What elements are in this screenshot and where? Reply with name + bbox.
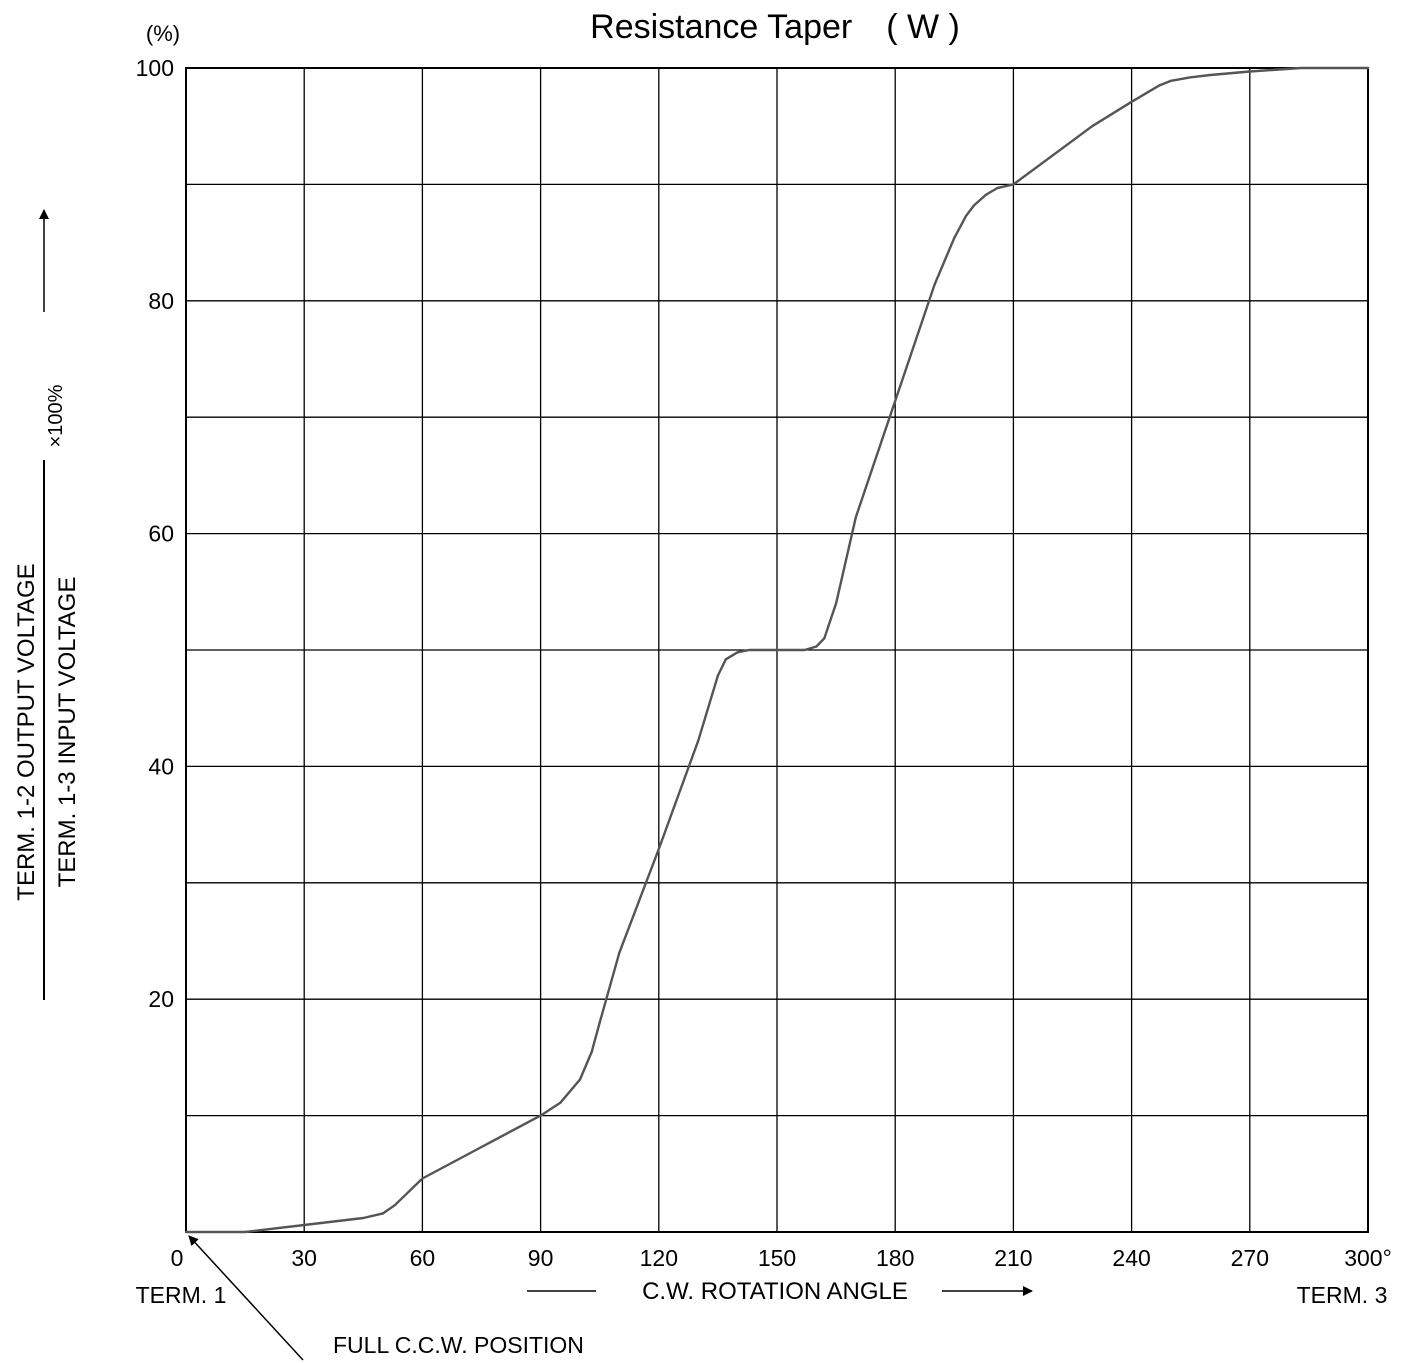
data-point [815, 645, 818, 648]
x-tick-label: 30 [291, 1245, 317, 1271]
y-tick-label: 40 [148, 753, 174, 779]
data-point [854, 516, 857, 519]
full-ccw-pointer [188, 1235, 304, 1361]
data-point [972, 204, 976, 207]
data-point [984, 193, 987, 196]
data-point [823, 637, 826, 640]
data-point [1130, 100, 1133, 103]
data-point [736, 651, 739, 654]
data-point [303, 1223, 306, 1227]
data-point [1158, 84, 1161, 87]
data-point [953, 236, 956, 240]
x-tick-label: 270 [1231, 1245, 1269, 1271]
x-tick-label: 120 [640, 1245, 678, 1271]
data-point [590, 1050, 593, 1053]
data-point [381, 1212, 385, 1215]
data-point [1012, 183, 1015, 186]
data-point [421, 1177, 424, 1180]
data-point [1366, 66, 1370, 70]
data-point [480, 1145, 483, 1149]
chart-title: Resistance Taper ( W ) [590, 8, 960, 46]
series-line [184, 66, 1370, 1234]
data-point [748, 648, 751, 652]
x-tick-label: 90 [528, 1245, 554, 1271]
data-point [578, 1078, 582, 1081]
data-point [775, 648, 779, 652]
series-layer [184, 66, 1370, 1234]
term1-label: TERM. 1 [136, 1282, 227, 1308]
data-point [996, 186, 999, 189]
data-point [539, 1114, 542, 1117]
full-ccw-label: FULL C.C.W. POSITION [333, 1332, 584, 1358]
data-point [835, 602, 838, 605]
data-point [1051, 154, 1054, 157]
y-tick-label: 100 [136, 55, 174, 81]
y-tick-label: 60 [148, 521, 174, 547]
x-tick-label: 60 [410, 1245, 436, 1271]
x-tick-label: 210 [994, 1245, 1032, 1271]
data-point [724, 658, 727, 661]
data-point [716, 674, 720, 677]
y-unit-label: (%) [146, 21, 180, 46]
data-point [657, 847, 660, 851]
data-point [362, 1216, 365, 1220]
data-point [1248, 70, 1251, 73]
x-tick-labels: 0 30 60 90 120 150 180 210 240 270 300° [171, 1245, 1392, 1271]
data-point [1091, 125, 1094, 128]
data-point [184, 1230, 188, 1234]
y-axis-multiplier: ×100% [45, 384, 67, 447]
y-axis-label-numerator: TERM. 1-2 OUTPUT VOLTAGE [13, 563, 40, 900]
data-point [697, 739, 700, 742]
plot-frame [185, 67, 1369, 1233]
data-point [559, 1101, 562, 1104]
x-axis-label: C.W. ROTATION ANGLE [642, 1278, 908, 1305]
y-tick-label: 20 [148, 986, 174, 1012]
x-tick-label: 180 [876, 1245, 914, 1271]
data-point [894, 399, 897, 403]
data-point [827, 625, 830, 628]
term3-label: TERM. 3 [1297, 1282, 1388, 1308]
y-axis-label-denominator: TERM. 1-3 INPUT VOLTAGE [54, 577, 81, 888]
data-point [933, 283, 936, 286]
y-tick-labels: 20 40 60 80 100 [136, 55, 174, 1012]
data-point [965, 214, 968, 217]
data-point [764, 648, 767, 652]
data-point [244, 1230, 247, 1234]
y-axis-label: TERM. 1-2 OUTPUT VOLTAGE TERM. 1-3 INPUT… [13, 209, 81, 1000]
data-point [1189, 76, 1192, 79]
y-tick-label: 80 [148, 288, 174, 314]
x-tick-label: 150 [758, 1245, 796, 1271]
data-point [618, 951, 621, 954]
data-point [1299, 66, 1303, 70]
data-point [1169, 79, 1173, 82]
x-tick-label: 240 [1112, 1245, 1150, 1271]
data-point [598, 1021, 601, 1024]
x-tick-label: 300° [1344, 1245, 1392, 1271]
x-tick-label: 0 [171, 1245, 184, 1271]
data-point [803, 648, 806, 652]
data-point [1209, 73, 1212, 77]
data-point [393, 1204, 396, 1207]
